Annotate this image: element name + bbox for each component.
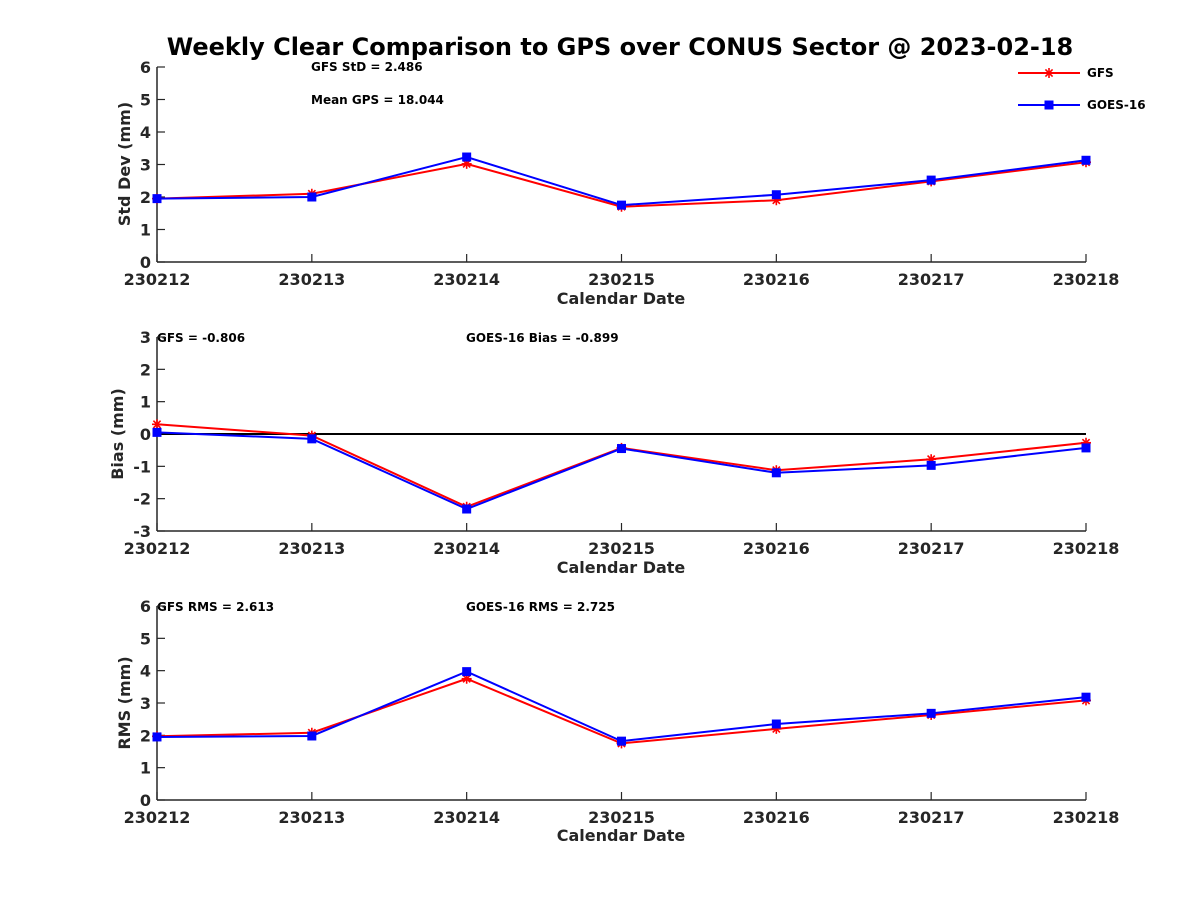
bias-x-tick-label: 230218	[1053, 539, 1120, 558]
bias-x-tick-label: 230217	[898, 539, 965, 558]
rms-x-axis-label: Calendar Date	[557, 826, 686, 845]
rms-x-tick-label: 230215	[588, 808, 655, 827]
bias-x-tick-label: 230216	[743, 539, 810, 558]
std-dev-y-tick-label: 5	[140, 91, 151, 110]
std-dev-goes16-line	[156, 155, 1087, 207]
legend: GFS GOES-16	[1018, 66, 1146, 112]
std-dev-goes16-point	[1081, 155, 1091, 165]
goes16-bias-annotation: GOES-16 Bias = -0.899	[466, 331, 619, 345]
bias-goes16-point	[926, 460, 936, 470]
bias-x-tick-label: 230212	[124, 539, 191, 558]
bias-y-tick-label: -2	[133, 490, 151, 509]
legend-marker-goes16-shape	[1044, 100, 1054, 110]
bias-x-tick-label: 230214	[433, 539, 500, 558]
bias-y-axis-label: Bias (mm)	[108, 388, 127, 480]
bias-x-tick-label: 230215	[588, 539, 655, 558]
rms-goes16-point	[771, 719, 781, 729]
std-dev-x-tick-label: 230218	[1053, 270, 1120, 289]
gfs-std-annotation: GFS StD = 2.486	[311, 60, 423, 74]
std-dev-y-axis-label: Std Dev (mm)	[115, 102, 134, 226]
std-dev-goes16-point	[462, 152, 472, 162]
mean-gps-annotation: Mean GPS = 18.044	[311, 93, 444, 107]
std-dev-y-tick-label: 0	[140, 253, 151, 272]
rms-y-tick-label: 1	[140, 759, 151, 778]
rms-x-tick-label: 230212	[124, 808, 191, 827]
gfs-bias-annotation: GFS = -0.806	[157, 331, 245, 345]
rms-y-tick-label: 6	[140, 597, 151, 616]
std-dev-goes16-point	[617, 200, 626, 210]
bias-y-tick-label: 2	[140, 360, 151, 379]
rms-y-tick-label: 0	[140, 791, 151, 810]
rms-panel: GFS RMS = 2.613 GOES-16 RMS = 2.725 RMS …	[115, 597, 1119, 845]
legend-marker-goes16	[1044, 100, 1054, 110]
std-dev-x-tick-label: 230217	[898, 270, 965, 289]
bias-gfs-point	[152, 419, 162, 430]
bias-goes16-point	[307, 434, 317, 444]
std-dev-x-tick-label: 230216	[743, 270, 810, 289]
rms-goes16-point	[926, 708, 936, 718]
std-dev-panel: GFS StD = 2.486 Mean GPS = 18.044 Std De…	[115, 58, 1119, 308]
bias-y-tick-label: 1	[140, 393, 151, 412]
legend-label-gfs: GFS	[1087, 66, 1114, 80]
std-dev-x-axis-label: Calendar Date	[557, 289, 686, 308]
bias-y-tick-label: 0	[140, 425, 151, 444]
rms-y-tick-label: 4	[140, 662, 151, 681]
bias-y-tick-label: -3	[133, 522, 151, 541]
rms-x-tick-label: 230214	[433, 808, 500, 827]
std-dev-y-tick-label: 6	[140, 58, 151, 77]
gfs-rms-annotation: GFS RMS = 2.613	[157, 600, 274, 614]
bias-goes16-point	[152, 427, 162, 437]
rms-x-tick-label: 230216	[743, 808, 810, 827]
std-dev-y-tick-label: 4	[140, 123, 151, 142]
std-dev-y-tick-label: 3	[140, 156, 151, 175]
std-dev-goes16-point	[307, 192, 317, 202]
bias-goes16-point	[1081, 443, 1091, 453]
legend-label-goes16: GOES-16	[1087, 98, 1146, 112]
std-dev-x-tick-label: 230215	[588, 270, 655, 289]
std-dev-x-tick-label: 230214	[433, 270, 500, 289]
rms-goes16-point	[617, 736, 626, 746]
rms-goes16-point	[307, 731, 317, 741]
bias-x-axis-label: Calendar Date	[557, 558, 686, 577]
rms-y-axis-label: RMS (mm)	[115, 656, 134, 749]
std-dev-gfs-line	[156, 161, 1087, 208]
rms-x-tick-label: 230213	[278, 808, 345, 827]
std-dev-goes16-point	[152, 194, 162, 204]
rms-y-tick-label: 3	[140, 694, 151, 713]
bias-goes16-point	[771, 468, 781, 478]
rms-goes16-line	[156, 670, 1087, 743]
std-dev-goes16-point	[926, 175, 936, 185]
rms-goes16-point	[462, 667, 472, 677]
rms-y-tick-label: 5	[140, 629, 151, 648]
rms-goes16-point	[152, 732, 162, 742]
legend-marker-gfs	[1044, 68, 1054, 78]
bias-y-tick-label: 3	[140, 328, 151, 347]
rms-x-tick-label: 230217	[898, 808, 965, 827]
std-dev-x-tick-label: 230212	[124, 270, 191, 289]
goes16-rms-annotation: GOES-16 RMS = 2.725	[466, 600, 615, 614]
chart-title: Weekly Clear Comparison to GPS over CONU…	[167, 33, 1074, 61]
std-dev-x-tick-label: 230213	[278, 270, 345, 289]
bias-panel: GFS = -0.806 GOES-16 Bias = -0.899 Bias …	[108, 328, 1119, 577]
legend-marker-gfs-shape	[1044, 68, 1054, 78]
std-dev-goes16-point	[771, 190, 781, 200]
bias-x-tick-label: 230213	[278, 539, 345, 558]
rms-y-tick-label: 2	[140, 726, 151, 745]
bias-y-tick-label: -1	[133, 457, 151, 476]
rms-goes16-point	[1081, 692, 1091, 702]
bias-goes16-point	[617, 444, 626, 454]
rms-x-tick-label: 230218	[1053, 808, 1120, 827]
bias-goes16-point	[462, 504, 472, 514]
std-dev-y-tick-label: 2	[140, 188, 151, 207]
bias-gfs-line	[156, 423, 1087, 508]
std-dev-y-tick-label: 1	[140, 221, 151, 240]
